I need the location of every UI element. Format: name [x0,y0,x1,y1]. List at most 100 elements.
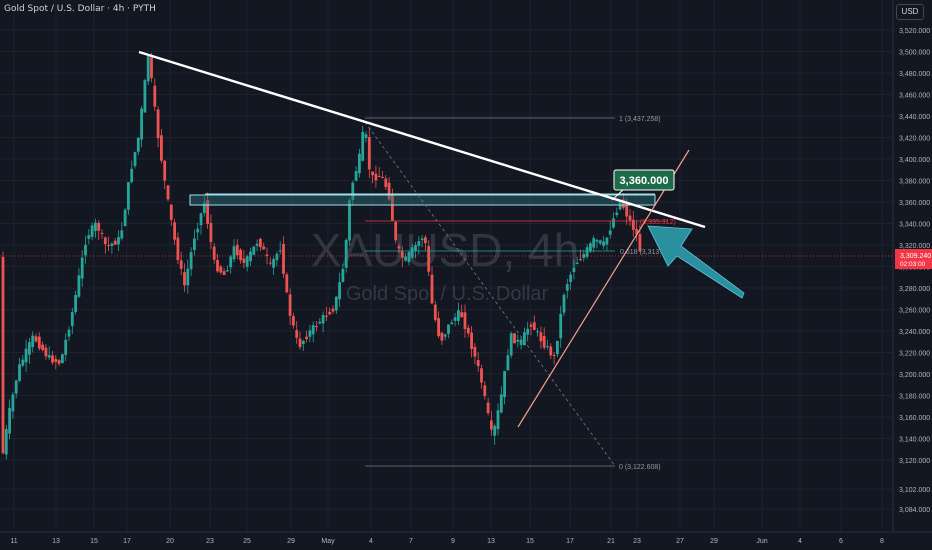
candle-body[interactable] [552,355,556,357]
candle-body[interactable] [11,394,15,412]
candle-body[interactable] [437,318,440,337]
candle-body[interactable] [8,408,11,434]
candle-body[interactable] [351,182,355,201]
candle-body[interactable] [556,340,559,355]
candle-body[interactable] [156,109,160,139]
candle-body[interactable] [216,260,219,272]
candle-body[interactable] [252,246,256,255]
candle-body[interactable] [430,274,434,304]
candle-body[interactable] [212,246,216,260]
candle-body[interactable] [546,346,549,348]
candle-body[interactable] [549,346,553,356]
candle-body[interactable] [222,271,226,275]
candle-body[interactable] [28,342,31,355]
currency-button[interactable]: USD [896,4,924,20]
candle-body[interactable] [443,334,447,337]
candle-body[interactable] [242,258,246,263]
candle-body[interactable] [179,260,183,269]
candle-body[interactable] [387,182,391,200]
candle-body[interactable] [301,340,305,345]
candle-body[interactable] [80,257,84,279]
candle-body[interactable] [292,316,295,326]
candle-body[interactable] [67,329,71,337]
candle-body[interactable] [305,336,308,340]
candle-body[interactable] [199,213,203,226]
candle-body[interactable] [493,425,497,436]
candle-body[interactable] [123,209,127,227]
candle-body[interactable] [470,332,473,349]
candle-body[interactable] [150,57,153,79]
candle-body[interactable] [328,311,332,315]
candle-body[interactable] [490,420,493,430]
candle-body[interactable] [635,228,638,235]
resistance-trendline[interactable] [138,50,706,229]
candle-body[interactable] [400,251,404,258]
candle-body[interactable] [605,237,609,245]
candle-body[interactable] [463,312,467,330]
candle-body[interactable] [18,364,21,381]
candle-body[interactable] [186,268,190,286]
candle-body[interactable] [344,239,348,268]
candle-body[interactable] [97,222,101,231]
candle-body[interactable] [37,336,41,349]
candle-body[interactable] [433,304,437,320]
candle-body[interactable] [374,173,378,181]
candle-body[interactable] [84,244,87,256]
callout-box[interactable] [613,169,675,191]
candle-body[interactable] [598,240,602,244]
candle-body[interactable] [74,294,77,313]
candle-body[interactable] [503,371,506,398]
candle-body[interactable] [427,246,431,272]
candle-body[interactable] [153,85,157,107]
candle-body[interactable] [440,332,444,341]
candle-body[interactable] [14,380,18,394]
candle-body[interactable] [407,252,411,262]
candle-body[interactable] [480,368,483,383]
resistance-zone[interactable] [189,194,656,206]
candle-body[interactable] [519,339,523,345]
candle-body[interactable] [473,346,477,357]
candle-body[interactable] [318,321,322,324]
candle-body[interactable] [579,259,582,261]
candle-body[interactable] [377,176,381,178]
candle-body[interactable] [110,243,114,246]
candle-body[interactable] [4,429,8,455]
candle-body[interactable] [523,332,526,346]
candle-body[interactable] [341,268,345,282]
candle-body[interactable] [384,178,388,187]
candle-body[interactable] [34,336,38,342]
candle-body[interactable] [496,410,500,430]
candle-body[interactable] [622,199,625,208]
candle-body[interactable] [615,212,619,216]
candle-body[interactable] [631,219,635,230]
candle-body[interactable] [288,294,292,316]
candle-body[interactable] [499,394,503,413]
candle-body[interactable] [176,237,180,261]
candle-body[interactable] [367,137,371,170]
candle-body[interactable] [325,315,328,317]
candle-body[interactable] [278,250,282,252]
candle-body[interactable] [589,243,592,252]
candle-body[interactable] [565,284,569,291]
candle-body[interactable] [31,335,35,348]
candle-body[interactable] [404,256,407,261]
candle-body[interactable] [189,252,193,270]
down-arrow-icon[interactable] [647,225,745,299]
candle-body[interactable] [476,360,480,367]
candle-body[interactable] [460,312,464,318]
candle-body[interactable] [308,330,312,337]
candle-body[interactable] [466,327,470,334]
candle-body[interactable] [585,247,589,257]
candle-body[interactable] [575,262,579,264]
candle-body[interactable] [196,228,200,233]
candle-body[interactable] [394,221,398,241]
candle-body[interactable] [602,241,605,246]
candle-body[interactable] [183,272,186,286]
fib-diagonal[interactable] [364,121,616,467]
candle-body[interactable] [47,355,51,358]
candle-body[interactable] [259,238,262,248]
candle-body[interactable] [595,239,599,242]
candle-body[interactable] [100,232,104,234]
candle-body[interactable] [311,325,315,335]
